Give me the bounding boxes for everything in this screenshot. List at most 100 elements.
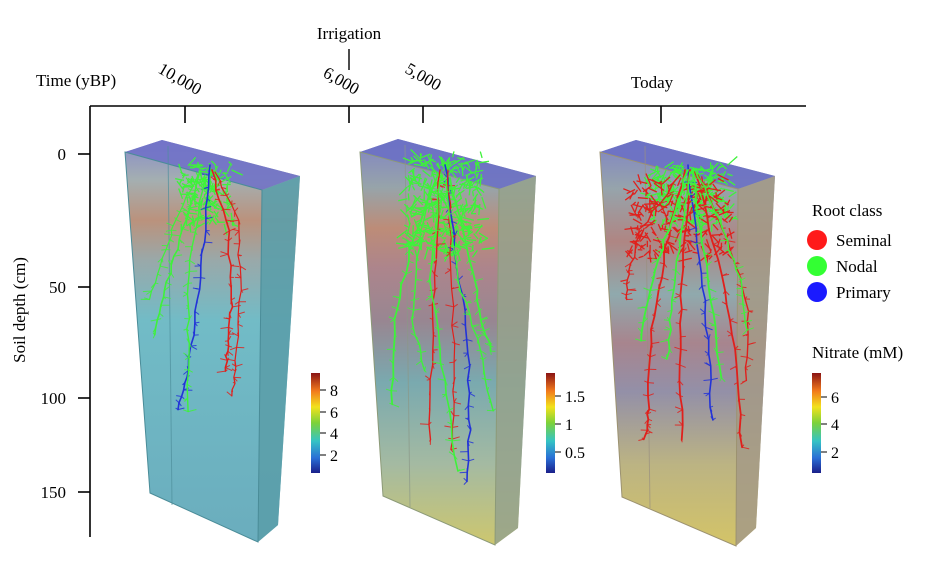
seminal-root-lateral	[231, 200, 233, 205]
nodal-root-lateral	[733, 260, 735, 264]
seminal-root-lateral	[447, 268, 451, 271]
nodal-root-crown	[210, 160, 217, 166]
nodal-root-crown	[428, 226, 434, 235]
nodal-root-crown	[430, 236, 434, 245]
nodal-root-lateral	[735, 266, 738, 270]
nodal-root-lateral	[198, 202, 200, 206]
seminal-root-crown	[645, 173, 652, 187]
nodal-root-crown	[455, 197, 463, 204]
nodal-root-crown	[729, 203, 735, 209]
primary-root-lateral	[194, 321, 200, 324]
primary-root-lateral	[194, 311, 197, 314]
nodal-root-crown	[711, 164, 714, 173]
seminal-root-lateral	[241, 288, 249, 291]
seminal-root-lateral	[233, 378, 236, 384]
nodal-root-lateral	[183, 352, 190, 358]
nodal-root-lateral	[419, 357, 422, 362]
time-tick-6000: 6,000	[320, 63, 363, 99]
nodal-root-lateral	[412, 235, 415, 239]
nodal-root-crown	[654, 165, 658, 173]
primary-root-lateral	[467, 440, 474, 444]
primary-root-lateral	[181, 396, 185, 400]
nodal-root-lateral	[744, 310, 749, 314]
seminal-root-lateral	[729, 318, 734, 321]
seminal-root-lateral	[677, 409, 683, 414]
seminal-root-lateral	[647, 210, 653, 214]
nodal-root-crown	[477, 163, 481, 170]
nodal-root-crown	[726, 156, 738, 166]
seminal-root-lateral	[638, 438, 644, 441]
seminal-root-lateral	[453, 377, 456, 381]
primary-root-lateral	[208, 172, 211, 176]
nodal-root-lateral	[637, 327, 643, 333]
nodal-root-crown	[178, 188, 184, 200]
nodal-root-crown	[473, 223, 481, 227]
seminal-root-lateral	[650, 327, 654, 330]
nodal-root-lateral	[710, 212, 716, 215]
seminal-root-lateral	[646, 354, 651, 358]
nodal-root-crown	[477, 217, 489, 221]
nodal-root-lateral	[171, 234, 181, 237]
nodal-root-lateral	[476, 329, 485, 332]
primary-root-lateral	[699, 308, 706, 314]
nodal-root-lateral	[440, 196, 448, 198]
primary-root-lateral	[204, 241, 213, 244]
nodal-root-lateral	[708, 288, 717, 293]
nodal-root-crown	[460, 178, 466, 182]
seminal-root-lateral	[215, 188, 220, 191]
seminal-root-crown	[661, 176, 671, 185]
primary-root-lateral	[708, 334, 711, 340]
primary-root-lateral	[706, 353, 710, 356]
seminal-root-lateral	[714, 259, 719, 263]
seminal-root-lateral	[219, 253, 229, 257]
nodal-root-lateral	[142, 290, 152, 293]
nodal-root-lateral	[715, 363, 720, 366]
nodal-root-lateral	[389, 318, 395, 323]
seminal-root-crown	[684, 239, 692, 244]
nodal-root-lateral	[177, 248, 181, 252]
nodal-root-crown	[429, 207, 435, 212]
nodal-root-crown	[448, 162, 452, 169]
seminal-root-crown	[673, 226, 680, 233]
seminal-root-crown	[638, 255, 644, 259]
nodal-root-crown	[472, 193, 479, 201]
seminal-root-crown	[637, 197, 648, 200]
depth-tick-150: 150	[41, 483, 67, 502]
primary-root-lateral	[205, 206, 212, 209]
nodal-root-lateral	[430, 193, 438, 198]
nodal-root-lateral	[155, 282, 159, 285]
nodal-root-crown	[186, 221, 194, 227]
nodal-root-crown	[471, 205, 478, 214]
seminal-root-crown	[651, 178, 657, 184]
seminal-root-lateral	[239, 239, 241, 244]
seminal-root-lateral	[679, 336, 682, 340]
nodal-root-lateral	[407, 307, 414, 311]
seminal-root-crown	[697, 192, 702, 201]
seminal-root-crown	[653, 182, 665, 192]
nodal-root-lateral	[157, 272, 159, 275]
nodal-root-lateral	[188, 315, 193, 320]
nodal-root-crown	[423, 159, 430, 170]
nodal-root-lateral	[482, 369, 485, 375]
nodal-root-crown	[423, 190, 432, 200]
seminal-root-lateral	[226, 391, 233, 397]
seminal-root-crown	[676, 177, 682, 187]
nodal-root-lateral	[431, 258, 438, 264]
seminal-root-lateral	[228, 326, 234, 330]
seminal-root-lateral	[220, 251, 229, 255]
nodal-root-crown	[677, 202, 682, 207]
seminal-root-lateral	[646, 411, 652, 415]
nodal-root-lateral	[404, 250, 410, 256]
seminal-root-lateral	[624, 262, 631, 268]
nodal-root-crown	[227, 164, 231, 172]
nodal-root-lateral	[635, 338, 642, 342]
seminal-root-lateral	[734, 345, 739, 350]
seminal-root-lateral	[663, 263, 668, 268]
seminal-root-crown	[630, 204, 638, 216]
colorbar-10000-tick: 2	[330, 448, 338, 465]
nodal-root-lateral	[163, 296, 171, 299]
nodal-root-crown	[407, 182, 413, 188]
nodal-root-crown	[396, 229, 408, 239]
nodal-root-crown	[226, 197, 228, 206]
nodal-root-lateral	[488, 397, 491, 401]
